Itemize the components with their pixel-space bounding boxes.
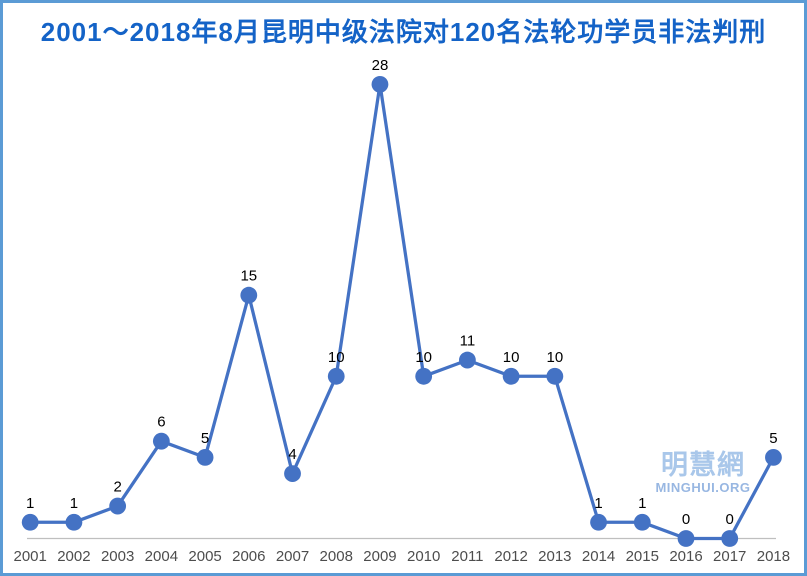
data-point-marker: [765, 449, 782, 466]
data-point-label: 0: [682, 511, 690, 528]
data-point-marker: [502, 367, 520, 385]
x-tick-label: 2012: [494, 548, 527, 565]
x-tick-label: 2011: [451, 548, 483, 565]
data-point-label: 4: [288, 446, 296, 463]
data-point-marker: [21, 513, 39, 531]
data-point-marker: [327, 367, 345, 385]
x-tick-label: 2015: [626, 548, 659, 565]
data-point-marker: [284, 465, 301, 483]
data-point-marker: [590, 513, 607, 531]
data-point-marker: [677, 530, 695, 547]
data-point-label: 5: [769, 430, 777, 447]
x-tick-label: 2008: [320, 548, 353, 565]
data-point-label: 10: [503, 349, 520, 366]
data-point-label: 2: [113, 479, 121, 496]
x-tick-label: 2017: [713, 548, 746, 565]
x-tick-label: 2007: [276, 548, 309, 565]
data-point-label: 1: [70, 495, 78, 512]
x-tick-label: 2018: [757, 548, 790, 565]
x-tick-label: 2003: [101, 548, 134, 565]
data-point-marker: [633, 513, 651, 531]
data-point-label: 1: [594, 495, 602, 512]
x-tick-label: 2016: [669, 548, 702, 565]
data-point-marker: [109, 497, 127, 515]
x-tick-label: 2013: [538, 548, 571, 565]
data-point-label: 0: [726, 511, 734, 528]
data-point-marker: [415, 367, 433, 385]
data-point-marker: [240, 286, 258, 304]
x-tick-label: 2009: [363, 548, 396, 565]
data-point-label: 28: [372, 57, 389, 74]
data-point-label: 10: [415, 349, 432, 366]
data-point-marker: [459, 351, 476, 369]
data-point-marker: [152, 432, 170, 450]
data-point-label: 10: [328, 349, 345, 366]
x-tick-label: 2004: [145, 548, 178, 565]
data-point-marker: [65, 513, 83, 531]
x-tick-label: 2005: [188, 548, 221, 565]
data-point-label: 1: [26, 495, 34, 512]
data-point-label: 15: [240, 268, 257, 285]
data-point-marker: [371, 75, 389, 93]
chart-title: 2001～2018年8月昆明中级法院对120名法轮功学员非法判刑: [40, 17, 767, 47]
data-point-label: 1: [638, 495, 646, 512]
data-point-label: 10: [546, 349, 563, 366]
x-tick-label: 2006: [232, 548, 265, 565]
data-point-label: 6: [157, 414, 165, 431]
x-tick-label: 2002: [57, 548, 90, 565]
data-series-line: [28, 82, 776, 541]
data-point-label: 5: [201, 430, 209, 447]
data-point-marker: [721, 530, 739, 547]
x-tick-label: 2014: [582, 548, 615, 565]
x-tick-label: 2010: [407, 548, 440, 565]
data-point-marker: [196, 449, 214, 466]
x-tick-label: 2001: [14, 548, 47, 565]
data-point-label: 11: [460, 333, 476, 350]
data-point-marker: [546, 367, 564, 385]
